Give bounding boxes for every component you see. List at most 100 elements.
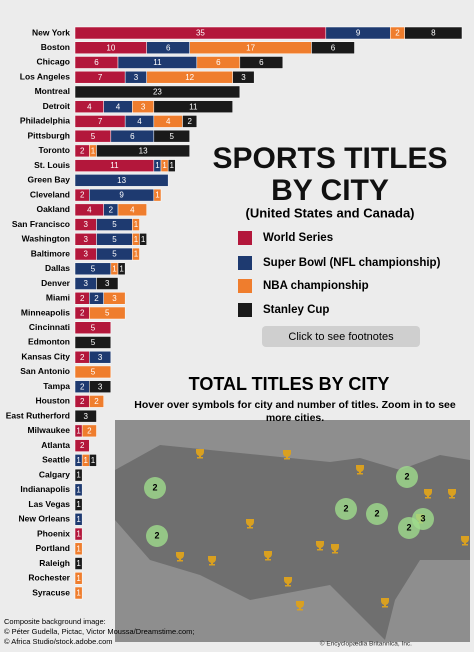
- bar-segment: [74, 498, 83, 511]
- bar-segment: [404, 26, 463, 40]
- value-label: 1: [76, 471, 81, 480]
- category-label: Seattle: [42, 455, 70, 465]
- bar-segment: [89, 454, 97, 467]
- legend-label: Stanley Cup: [263, 304, 329, 316]
- footer-line: Composite background image:: [4, 617, 106, 626]
- bar-segment: [74, 468, 83, 482]
- value-label: 9: [356, 29, 361, 38]
- value-label: 5: [112, 220, 117, 229]
- bar-segment: [74, 409, 97, 423]
- footnotes-button-label[interactable]: Click to see footnotes: [288, 331, 394, 343]
- value-label: 6: [331, 43, 336, 52]
- value-label: 1: [134, 250, 139, 259]
- value-label: 3: [134, 73, 139, 82]
- value-label: 2: [87, 427, 92, 436]
- value-label: 5: [170, 132, 175, 141]
- value-label: 1: [119, 264, 124, 273]
- value-label: 1: [155, 161, 160, 170]
- value-label: 1: [76, 456, 81, 465]
- bar-segment: [74, 336, 112, 349]
- value-label: 4: [166, 117, 171, 126]
- bar-segment: [96, 277, 119, 290]
- cluster-label: 2: [374, 508, 379, 518]
- category-label: Calgary: [39, 469, 70, 479]
- bar-segment: [74, 527, 83, 541]
- bar-segment: [74, 174, 169, 187]
- bar-segment: [153, 100, 233, 113]
- category-label: Oakland: [36, 204, 70, 214]
- cluster[interactable]: [396, 466, 418, 488]
- bar-segment: [117, 203, 147, 217]
- value-label: 11: [189, 102, 198, 111]
- bar-segment: [182, 115, 198, 128]
- value-label: 5: [91, 368, 96, 377]
- value-label: 1: [155, 191, 160, 200]
- value-label: 1: [134, 220, 139, 229]
- value-label: 5: [112, 235, 117, 244]
- category-label: Houston: [36, 396, 70, 406]
- category-label: Dallas: [45, 263, 70, 273]
- value-label: 7: [98, 73, 103, 82]
- cluster[interactable]: [335, 498, 357, 520]
- value-label: 1: [112, 264, 117, 273]
- value-label: 4: [130, 205, 135, 214]
- value-label: 3: [105, 279, 110, 288]
- value-label: 4: [116, 102, 121, 111]
- value-label: 1: [76, 559, 81, 568]
- category-label: East Rutherford: [6, 410, 70, 420]
- cluster-label: 2: [404, 471, 409, 481]
- value-label: 2: [94, 397, 99, 406]
- category-label: San Antonio: [20, 366, 70, 376]
- value-label: 3: [112, 294, 117, 303]
- trophy: [176, 552, 184, 562]
- value-label: 1: [76, 427, 81, 436]
- footnotes-button[interactable]: [262, 326, 420, 347]
- category-label: Cleveland: [30, 189, 70, 199]
- trophy: [424, 489, 432, 499]
- value-label: 35: [196, 29, 205, 38]
- category-label: New Orleans: [19, 514, 71, 524]
- map-instructions: Hover over symbols for city and number o…: [134, 399, 456, 424]
- trophy: [331, 544, 339, 554]
- value-label: 10: [106, 43, 115, 52]
- category-label: Washington: [22, 234, 70, 244]
- value-label: 3: [84, 412, 89, 421]
- value-label: 1: [76, 589, 81, 598]
- category-label: Philadelphia: [20, 116, 70, 126]
- value-label: 13: [139, 147, 148, 156]
- value-label: 3: [84, 220, 89, 229]
- value-label: 2: [395, 29, 400, 38]
- bar-segment: [81, 424, 97, 438]
- value-label: 2: [80, 382, 85, 391]
- value-label: 2: [80, 309, 85, 318]
- value-label: 4: [87, 205, 92, 214]
- cluster[interactable]: [144, 477, 166, 499]
- value-label: 1: [76, 515, 81, 524]
- category-label: Boston: [41, 42, 70, 52]
- value-label: 1: [76, 530, 81, 539]
- cluster[interactable]: [366, 503, 388, 525]
- category-label: Milwaukee: [27, 425, 70, 435]
- legend-swatch: [238, 279, 252, 293]
- value-label: 1: [91, 147, 96, 156]
- category-label: Portland: [36, 543, 70, 553]
- cluster[interactable]: [412, 508, 434, 530]
- value-label: 7: [98, 117, 103, 126]
- value-label: 1: [162, 161, 167, 170]
- bar-segment: [239, 56, 284, 69]
- trophy: [448, 489, 456, 499]
- cluster[interactable]: [146, 525, 168, 547]
- legend-swatch: [238, 256, 252, 270]
- value-label: 17: [246, 43, 255, 52]
- footer-line: © Péter Gudella, Pictac, Victor Moussa/D…: [4, 627, 194, 636]
- value-label: 1: [141, 235, 146, 244]
- bar-segment: [117, 262, 126, 276]
- value-label: 2: [80, 353, 85, 362]
- bar-segment: [74, 542, 83, 556]
- category-label: Atlanta: [41, 440, 70, 450]
- value-label: 3: [98, 353, 103, 362]
- category-label: Toronto: [39, 145, 70, 155]
- category-label: Raleigh: [39, 558, 70, 568]
